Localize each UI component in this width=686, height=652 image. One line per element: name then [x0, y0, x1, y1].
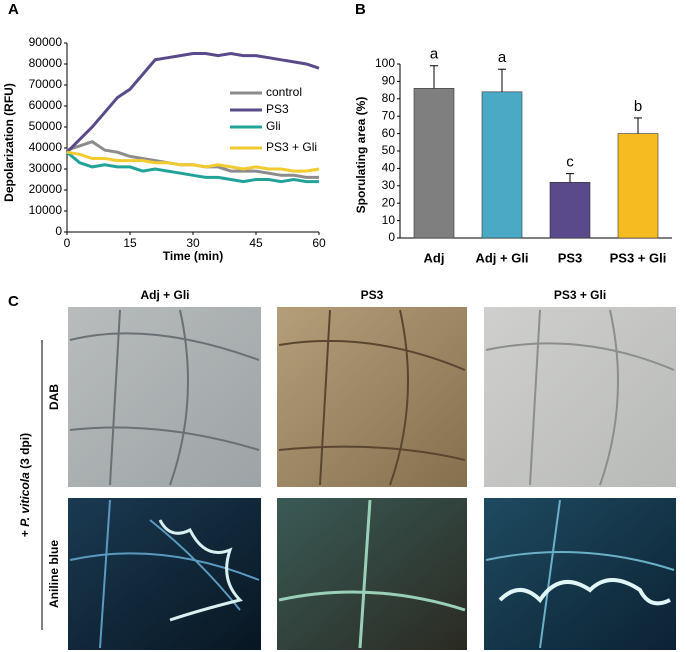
- x-axis-title: Time (min): [163, 249, 223, 263]
- y-tick-label: 80: [382, 91, 396, 105]
- panel-label: C: [8, 293, 19, 310]
- y-tick-label: 90000: [29, 35, 63, 49]
- micrographs: [41, 307, 676, 650]
- significance-letter: a: [430, 46, 439, 63]
- x-tick-label: 0: [64, 236, 71, 250]
- column-label: PS3 + Gli: [554, 288, 606, 302]
- x-tick-label: PS3: [558, 250, 583, 265]
- column-label: Adj + Gli: [140, 288, 189, 302]
- y-tick-label: 0: [55, 224, 62, 238]
- significance-letter: c: [566, 154, 574, 171]
- y-tick-label: 70000: [29, 77, 63, 91]
- x-tick-label: 45: [249, 236, 263, 250]
- y-axis-title: Depolarization (RFU): [2, 83, 16, 202]
- significance-letter: b: [634, 98, 642, 115]
- photo: [277, 307, 467, 487]
- y-axis-title: Sporulating area (%): [354, 97, 368, 214]
- x-tick-label: 15: [123, 236, 137, 250]
- row-label: DAB: [47, 384, 61, 410]
- series-line: [66, 150, 320, 173]
- vein: [485, 309, 675, 486]
- photo: [68, 307, 261, 487]
- x-tick-label: Adj: [424, 250, 445, 265]
- y-tick-label: 50000: [29, 119, 63, 133]
- y-tick-label: 60000: [29, 98, 63, 112]
- y-tick-label: 100: [375, 56, 395, 70]
- panel-label: B: [355, 1, 366, 18]
- x-tick-label: Adj + Gli: [475, 250, 528, 265]
- series-line: [65, 51, 320, 154]
- legend-label: Gli: [266, 119, 281, 133]
- side-label: + P. viticola (3 dpi): [18, 433, 32, 537]
- y-tick-label: 40000: [29, 140, 63, 154]
- legend-label: PS3 + Gli: [266, 140, 317, 154]
- y-tick-label: 30: [382, 178, 396, 192]
- legend-label: control: [266, 85, 302, 99]
- x-tick-label: 60: [312, 236, 326, 250]
- y-tick-label: 20: [382, 195, 396, 209]
- x-tick-label: 30: [186, 236, 200, 250]
- y-tick-label: 80000: [29, 56, 63, 70]
- photo: [68, 498, 261, 650]
- photo: [277, 498, 467, 650]
- y-tick-label: 70: [382, 108, 396, 122]
- hyphae: [498, 578, 671, 606]
- bar: [481, 91, 523, 239]
- hyphae: [158, 519, 243, 622]
- y-tick-label: 30000: [29, 161, 63, 175]
- legend-label: PS3: [266, 102, 289, 116]
- vein: [278, 499, 466, 649]
- y-tick-label: 10: [382, 213, 396, 227]
- panel-label: A: [8, 1, 19, 18]
- y-tick-label: 90: [382, 74, 396, 88]
- side-label-part: +: [18, 527, 32, 537]
- bar: [549, 182, 591, 239]
- column-label: PS3: [361, 288, 384, 302]
- y-tick-label: 40: [382, 161, 396, 175]
- bar: [413, 88, 455, 239]
- side-label-part: P. viticola: [18, 472, 32, 527]
- significance-letter: a: [498, 49, 507, 66]
- x-tick-label: PS3 + Gli: [610, 250, 667, 265]
- vein: [69, 309, 260, 486]
- vein: [69, 499, 260, 649]
- vein: [485, 499, 675, 649]
- y-tick-label: 50: [382, 143, 396, 157]
- y-tick-label: 0: [388, 230, 395, 244]
- series-line: [66, 151, 319, 184]
- photo: [484, 307, 676, 487]
- vein: [278, 309, 466, 486]
- y-tick-label: 10000: [29, 203, 63, 217]
- row-label: Aniline blue: [47, 540, 61, 608]
- photo: [484, 498, 676, 650]
- bar: [617, 133, 659, 239]
- y-tick-label: 20000: [29, 182, 63, 196]
- side-label-part: (3 dpi): [18, 433, 32, 472]
- y-tick-label: 60: [382, 126, 396, 140]
